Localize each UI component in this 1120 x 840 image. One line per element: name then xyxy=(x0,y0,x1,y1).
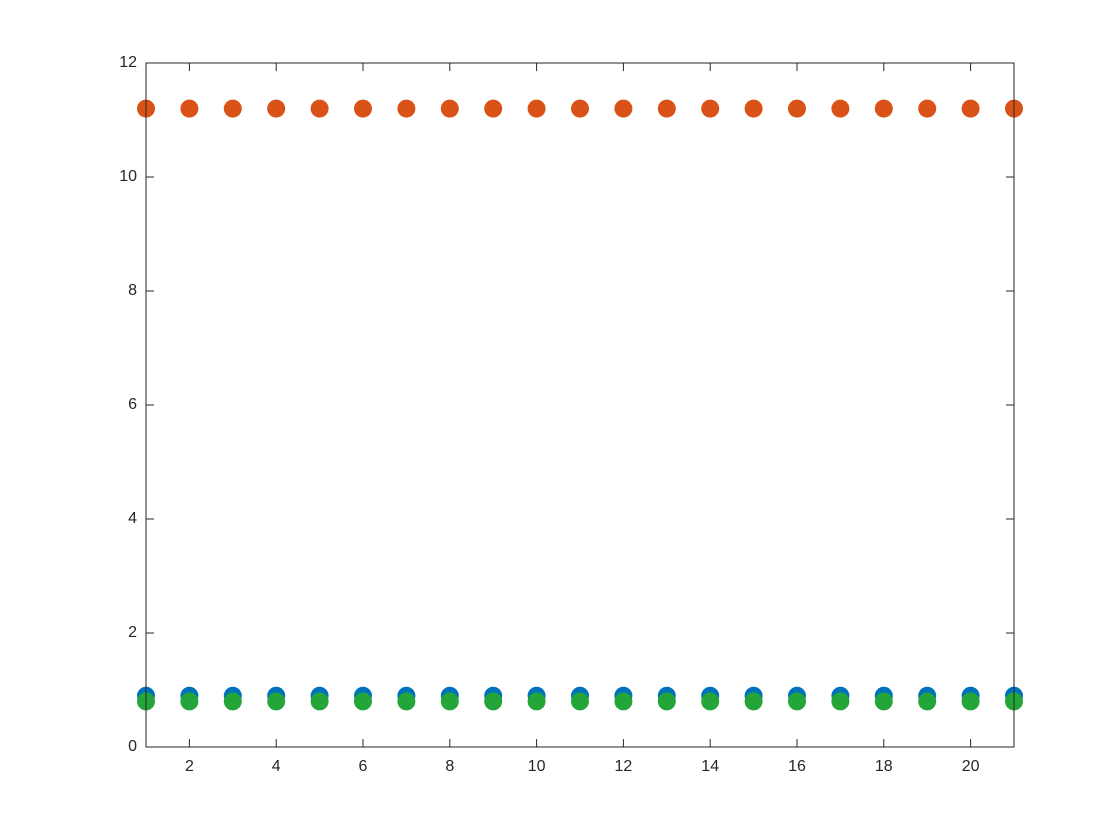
y-tick-label: 8 xyxy=(128,282,137,299)
scatter-point xyxy=(657,692,676,711)
scatter-point xyxy=(961,99,980,118)
scatter-point xyxy=(831,692,850,711)
scatter-point xyxy=(180,692,199,711)
scatter-point xyxy=(614,692,633,711)
y-tick-label: 2 xyxy=(128,624,137,641)
x-tick-label: 4 xyxy=(272,758,281,775)
scatter-point xyxy=(223,99,242,118)
scatter-point xyxy=(354,692,372,711)
scatter-point xyxy=(440,99,459,118)
scatter-point xyxy=(267,99,286,118)
scatter-point xyxy=(874,692,893,711)
scatter-point xyxy=(484,692,503,711)
x-tick-label: 18 xyxy=(875,758,893,775)
scatter-point xyxy=(180,99,199,118)
scatter-point xyxy=(614,99,633,118)
scatter-point xyxy=(397,99,416,118)
scatter-point xyxy=(788,692,806,711)
x-tick-label: 6 xyxy=(359,758,368,775)
scatter-point xyxy=(527,692,546,711)
scatter-point xyxy=(310,99,329,118)
scatter-point xyxy=(354,99,372,118)
scatter-point xyxy=(788,99,806,118)
scatter-point xyxy=(440,692,459,711)
scatter-point xyxy=(397,692,416,711)
scatter-point xyxy=(961,692,980,711)
scatter-point xyxy=(484,99,503,118)
y-tick-label: 10 xyxy=(119,168,137,185)
x-tick-label: 14 xyxy=(701,758,719,775)
scatter-point xyxy=(527,99,546,118)
x-tick-label: 16 xyxy=(788,758,806,775)
scatter-point xyxy=(657,99,676,118)
y-tick-label: 6 xyxy=(128,396,137,413)
scatter-point xyxy=(310,692,329,711)
scatter-point xyxy=(701,692,720,711)
y-tick-label: 0 xyxy=(128,738,137,755)
y-tick-label: 4 xyxy=(128,510,137,527)
scatter-point xyxy=(918,99,937,118)
scatter-point xyxy=(918,692,937,711)
x-tick-label: 8 xyxy=(445,758,454,775)
x-tick-label: 2 xyxy=(185,758,194,775)
scatter-point xyxy=(874,99,893,118)
scatter-point xyxy=(701,99,720,118)
scatter-point xyxy=(571,692,589,711)
scatter-point xyxy=(267,692,286,711)
x-tick-label: 12 xyxy=(615,758,633,775)
scatter-point xyxy=(744,692,763,711)
scatter-point xyxy=(223,692,242,711)
scatter-point xyxy=(744,99,763,118)
y-tick-label: 12 xyxy=(119,54,137,71)
scatter-point xyxy=(831,99,850,118)
x-tick-label: 20 xyxy=(962,758,980,775)
x-tick-label: 10 xyxy=(528,758,546,775)
scatter-point xyxy=(571,99,589,118)
